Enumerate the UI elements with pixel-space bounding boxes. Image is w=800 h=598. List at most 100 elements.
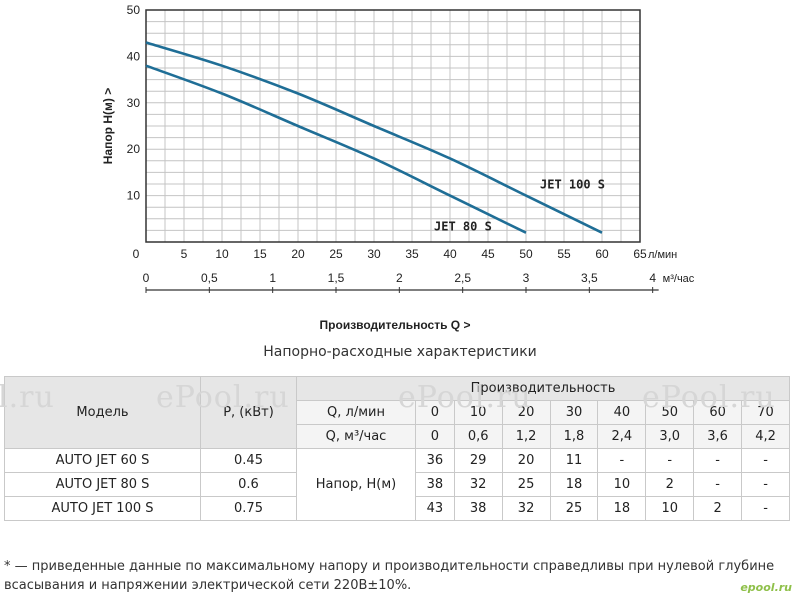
- head-value-cell: 10: [645, 496, 695, 521]
- model-cell: AUTO JET 80 S: [4, 472, 201, 497]
- head-value-cell: -: [645, 448, 695, 473]
- series-line-1: [145, 41, 603, 234]
- site-logo: epool.ru: [740, 581, 792, 594]
- performance-table: Модель P, (кВт) Производительность Q, л/…: [4, 376, 790, 521]
- q-m3-value: 1,2: [501, 424, 551, 449]
- x2-tick-label: 2,5: [454, 271, 471, 285]
- x-tick-label: 45: [481, 247, 495, 261]
- head-value-cell: -: [693, 472, 743, 497]
- x2-tick-label: 3,5: [581, 271, 598, 285]
- q-lmin-label: Q, л/мин: [296, 400, 416, 425]
- x-tick-label: 40: [443, 247, 457, 261]
- power-cell: 0.75: [200, 496, 297, 521]
- x-unit-label: л/мин: [648, 249, 677, 261]
- q-lmin-value: 10: [453, 400, 503, 425]
- head-value-cell: 25: [501, 472, 551, 497]
- model-cell: AUTO JET 60 S: [4, 448, 201, 473]
- head-value-cell: -: [741, 472, 790, 497]
- chart-axes: [145, 9, 659, 293]
- chart-subtitle: Напорно-расходные характеристики: [263, 344, 537, 360]
- head-value-cell: -: [597, 448, 647, 473]
- q-lmin-value: 20: [501, 400, 551, 425]
- x-tick-label: 25: [329, 247, 343, 261]
- head-value-cell: 2: [645, 472, 695, 497]
- head-value-cell: 20: [501, 448, 551, 473]
- head-value-cell: 2: [693, 496, 743, 521]
- x-tick-label: 60: [595, 247, 609, 261]
- head-value-cell: -: [741, 496, 790, 521]
- x2-unit-label: м³/час: [663, 273, 695, 285]
- y-axis-title: Напор Н(м) >: [101, 88, 115, 164]
- q-lmin-value: 40: [597, 400, 647, 425]
- x-tick-label: 55: [557, 247, 571, 261]
- head-value-cell: 38: [453, 496, 503, 521]
- y-tick-label: 10: [127, 189, 141, 203]
- head-value-cell: 25: [549, 496, 599, 521]
- x2-tick-label: 4: [649, 271, 656, 285]
- head-value-cell: 36: [415, 448, 455, 473]
- y-tick-label: 40: [127, 49, 141, 63]
- x-axis-title: Производительность Q >: [320, 318, 471, 332]
- x-tick-label: 5: [181, 247, 188, 261]
- x2-tick-label: 1,5: [328, 271, 345, 285]
- head-value-cell: 32: [501, 496, 551, 521]
- x2-tick-label: 1: [269, 271, 276, 285]
- x-tick-label: 30: [367, 247, 381, 261]
- header-performance: Производительность: [296, 376, 790, 401]
- q-lmin-value: 70: [741, 400, 790, 425]
- x-tick-label: 65: [633, 247, 647, 261]
- head-value-cell: -: [693, 448, 743, 473]
- table-row: AUTO JET 60 S 0.45 Напор, Н(м) 36 29 20 11- - - -: [4, 448, 790, 521]
- series-line-0: [145, 64, 527, 234]
- x2-tick-label: 0,5: [201, 271, 218, 285]
- q-m3-value: 3,6: [693, 424, 743, 449]
- head-value-cell: -: [741, 448, 790, 473]
- q-lmin-value: 60: [693, 400, 743, 425]
- head-value-cell: 32: [453, 472, 503, 497]
- q-m3-value: 2,4: [597, 424, 647, 449]
- x2-tick-label: 3: [523, 271, 530, 285]
- x-tick-label: 15: [253, 247, 267, 261]
- q-m3-value: 3,0: [645, 424, 695, 449]
- x2-tick-label: 0: [143, 271, 150, 285]
- footnote: * — приведенные данные по максимальному …: [4, 559, 775, 593]
- x-tick-label: 10: [215, 247, 229, 261]
- q-lmin-value: 50: [645, 400, 695, 425]
- model-cell: AUTO JET 100 S: [4, 496, 201, 521]
- power-cell: 0.6: [200, 472, 297, 497]
- chart-grid: [146, 10, 640, 242]
- y-tick-label: 50: [127, 3, 141, 17]
- head-value-cell: 18: [549, 472, 599, 497]
- q-m3-value: 0,6: [453, 424, 503, 449]
- head-value-cell: 18: [597, 496, 647, 521]
- q-m3-value: 4,2: [741, 424, 790, 449]
- q-m3-value: 1,8: [549, 424, 599, 449]
- x-tick-label: 50: [519, 247, 533, 261]
- header-power: P, (кВт): [200, 376, 297, 449]
- head-value-cell: 29: [453, 448, 503, 473]
- q-m3-value: 0: [415, 424, 455, 449]
- head-value-cell: 38: [415, 472, 455, 497]
- head-label-cell: Напор, Н(м): [296, 448, 416, 521]
- series-label: JET 100 S: [540, 178, 605, 192]
- series-label: JET 80 S: [434, 220, 492, 234]
- table-row: AUTO JET 100 S 0.75 43 38 32 25 18 10 2-: [4, 496, 790, 521]
- power-cell: 0.45: [200, 448, 297, 473]
- y-tick-label: 20: [127, 142, 141, 156]
- chart-series: [145, 41, 603, 234]
- x2-tick-label: 2: [396, 271, 403, 285]
- x-tick-label: 35: [405, 247, 419, 261]
- head-value-cell: 11: [549, 448, 599, 473]
- plot-frame: [145, 9, 641, 243]
- q-m3-label: Q, м³/час: [296, 424, 416, 449]
- x-tick-label: 20: [291, 247, 305, 261]
- head-value-cell: 10: [597, 472, 647, 497]
- y-tick-label: 30: [127, 96, 141, 110]
- q-lmin-value: 0: [415, 400, 455, 425]
- header-model: Модель: [4, 376, 201, 449]
- x-tick-label: 0: [133, 247, 140, 261]
- table-row: AUTO JET 80 S 0.6 38 32 25 18 10 2- -: [4, 472, 790, 497]
- q-lmin-value: 30: [549, 400, 599, 425]
